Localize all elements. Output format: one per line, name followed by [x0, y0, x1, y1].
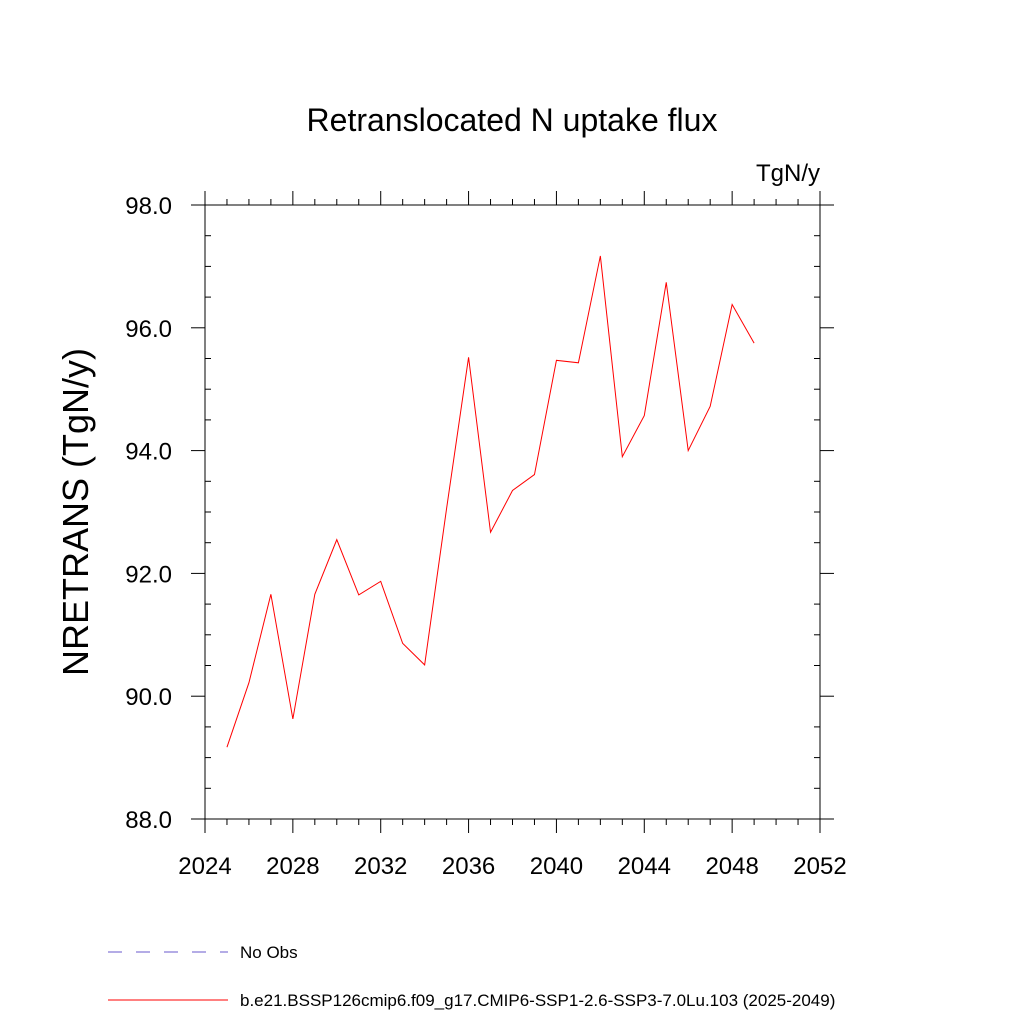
- y-tick-label: 94.0: [125, 439, 172, 466]
- y-tick-label: 90.0: [125, 684, 172, 711]
- y-axis-label: NRETRANS (TgN/y): [55, 348, 96, 676]
- y-axis-ticks: 88.0 90.0 92.0 94.0 96.0 98.0: [125, 193, 834, 834]
- y-tick-label: 96.0: [125, 316, 172, 343]
- legend-label: b.e21.BSSP126cmip6.f09_g17.CMIP6-SSP1-2.…: [240, 991, 835, 1010]
- x-tick-label: 2028: [266, 853, 319, 880]
- x-tick-label: 2052: [793, 853, 846, 880]
- legend: No Obs b.e21.BSSP126cmip6.f09_g17.CMIP6-S…: [108, 943, 835, 1010]
- legend-label: No Obs: [240, 943, 298, 962]
- series-layer: [226, 255, 755, 748]
- plot-frame: [204, 204, 821, 820]
- chart-units-label: TgN/y: [756, 160, 820, 187]
- x-tick-label: 2044: [618, 853, 671, 880]
- y-tick-label: 88.0: [125, 807, 172, 834]
- x-axis-ticks: 2024 2028 2032 2036 2040 2044 2048 2052: [178, 191, 847, 880]
- series-line: [226, 255, 755, 748]
- x-tick-label: 2048: [705, 853, 758, 880]
- x-tick-label: 2040: [530, 853, 583, 880]
- x-tick-label: 2032: [354, 853, 407, 880]
- x-tick-label: 2024: [178, 853, 231, 880]
- x-tick-label: 2036: [442, 853, 495, 880]
- y-tick-label: 98.0: [125, 193, 172, 220]
- y-tick-label: 92.0: [125, 561, 172, 588]
- chart-title: Retranslocated N uptake flux: [307, 102, 718, 138]
